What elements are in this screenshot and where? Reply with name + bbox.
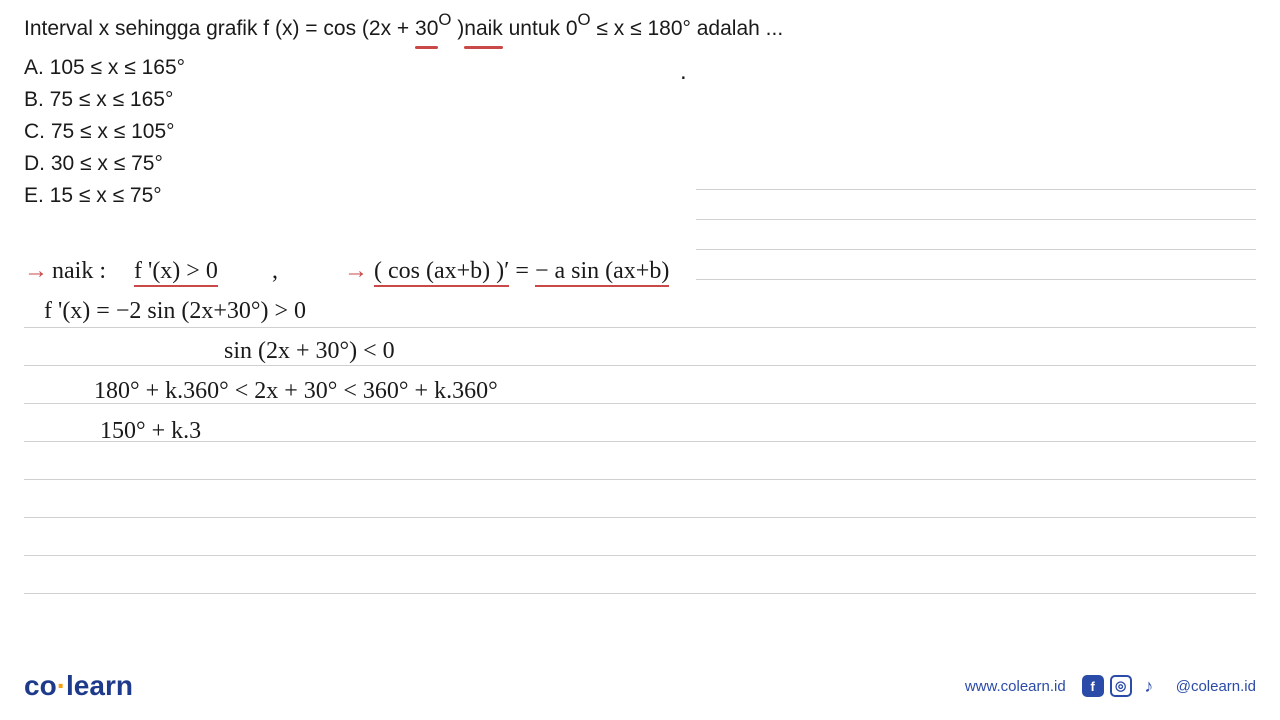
instagram-icon: ◎ [1110,675,1132,697]
hw-cos-deriv: ( cos (ax+b) )′ = − a sin (ax+b) [374,258,669,285]
facebook-icon: f [1082,675,1104,697]
option-c: C. 75 ≤ x ≤ 105°O [24,120,1256,144]
degree-mark-2: O [578,10,591,29]
rule-line [696,190,1256,220]
hw-comma: , [272,258,278,285]
rule-line [24,328,1256,366]
rule-line [24,556,1256,594]
tiktok-icon: ♪ [1138,675,1160,697]
rule-line [696,160,1256,190]
hw-line2: f '(x) = −2 sin (2x+30°) > 0 [44,298,306,325]
stray-dot: . [680,58,687,86]
ruled-lines-main [24,290,1256,594]
footer: co·learn www.colearn.id f ◎ ♪ @colearn.i… [24,670,1256,702]
rule-line [696,250,1256,280]
option-a: A. 105 ≤ x ≤ 165°O [24,56,1256,80]
footer-url: www.colearn.id [965,678,1066,695]
rule-line [24,518,1256,556]
logo-co: co [24,670,57,701]
hw-line5: 150° + k.3 [100,418,201,445]
footer-right: www.colearn.id f ◎ ♪ @colearn.id [965,675,1256,697]
question-prefix: Interval x sehingga grafik f (x) = cos (… [24,17,415,40]
rule-line [24,442,1256,480]
social-icons: f ◎ ♪ [1082,675,1160,697]
hw-arrow: → [24,258,48,285]
question-underline-naik: naik [464,12,503,46]
question-underline-30: 30 [415,12,438,46]
question-mid: untuk 0 [503,17,578,40]
hw-line4: 180° + k.360° < 2x + 30° < 360° + k.360° [94,378,498,405]
brand-logo: co·learn [24,670,133,702]
logo-learn: learn [66,670,133,701]
rule-line [24,404,1256,442]
question-text: Interval x sehingga grafik f (x) = cos (… [24,12,1256,46]
degree-mark: O [438,10,451,29]
footer-handle: @colearn.id [1176,678,1256,695]
hw-arrow2: → [344,258,368,285]
rule-line [24,480,1256,518]
rule-line [696,220,1256,250]
option-b: B. 75 ≤ x ≤ 165°O [24,88,1256,112]
question-range: ≤ x ≤ 180° adalah ... [591,17,784,40]
logo-dot: · [57,670,66,701]
hw-naik: naik : [52,258,106,285]
hw-line3: sin (2x + 30°) < 0 [224,338,395,365]
question-close-paren: ) [451,17,464,40]
ruled-lines-right [696,160,1256,280]
hw-fprime-gt0: f '(x) > 0 [134,258,218,285]
